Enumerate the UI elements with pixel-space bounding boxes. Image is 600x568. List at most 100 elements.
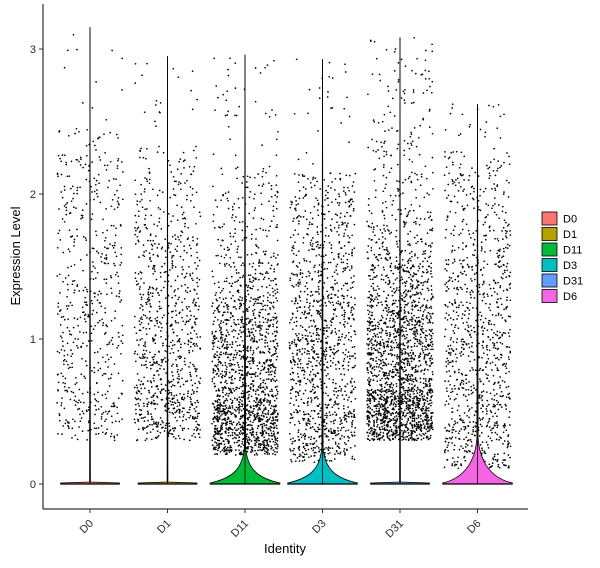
jitter-point bbox=[221, 413, 223, 416]
jitter-point bbox=[343, 343, 345, 346]
jitter-point bbox=[240, 409, 243, 412]
jitter-point bbox=[80, 345, 83, 348]
jitter-point bbox=[253, 413, 256, 416]
jitter-point bbox=[225, 346, 228, 348]
jitter-point bbox=[63, 385, 66, 388]
jitter-point bbox=[307, 112, 309, 115]
jitter-point bbox=[213, 376, 216, 378]
jitter-point bbox=[220, 244, 222, 247]
jitter-point bbox=[227, 434, 230, 437]
jitter-point bbox=[297, 158, 300, 161]
jitter-point bbox=[315, 245, 318, 248]
jitter-point bbox=[291, 316, 294, 319]
jitter-point bbox=[196, 251, 198, 254]
jitter-point bbox=[412, 89, 415, 91]
jitter-point bbox=[174, 279, 177, 282]
jitter-point bbox=[217, 309, 219, 311]
jitter-point bbox=[263, 408, 266, 410]
jitter-point bbox=[336, 403, 339, 406]
jitter-point bbox=[100, 425, 103, 427]
jitter-point bbox=[317, 397, 319, 400]
jitter-point bbox=[311, 426, 314, 428]
jitter-point bbox=[258, 326, 260, 329]
jitter-point bbox=[430, 341, 432, 344]
jitter-point bbox=[182, 258, 185, 261]
jitter-point bbox=[277, 130, 279, 133]
jitter-point bbox=[291, 340, 294, 343]
jitter-point bbox=[247, 371, 249, 373]
jitter-point bbox=[313, 391, 316, 394]
jitter-point bbox=[296, 349, 299, 352]
jitter-point bbox=[110, 287, 113, 290]
jitter-point bbox=[194, 323, 197, 326]
jitter-point bbox=[231, 379, 233, 381]
jitter-point bbox=[146, 227, 149, 230]
jitter-point bbox=[262, 404, 265, 407]
jitter-point bbox=[313, 397, 316, 400]
jitter-point bbox=[161, 427, 163, 429]
jitter-point bbox=[315, 395, 318, 398]
jitter-point bbox=[95, 81, 97, 83]
jitter-point bbox=[197, 297, 200, 300]
jitter-point bbox=[65, 360, 68, 363]
jitter-point bbox=[259, 373, 261, 375]
jitter-point bbox=[402, 423, 404, 426]
jitter-point bbox=[329, 297, 332, 300]
jitter-point bbox=[240, 256, 242, 259]
jitter-point bbox=[250, 424, 253, 427]
jitter-point bbox=[233, 441, 236, 444]
jitter-point bbox=[77, 324, 79, 327]
jitter-point bbox=[167, 247, 170, 249]
jitter-point bbox=[425, 406, 427, 408]
jitter-point bbox=[406, 324, 409, 326]
jitter-point bbox=[251, 353, 254, 356]
jitter-point bbox=[304, 334, 307, 337]
jitter-point bbox=[252, 434, 255, 436]
jitter-point bbox=[409, 230, 412, 233]
jitter-point bbox=[327, 366, 329, 369]
jitter-point bbox=[329, 172, 332, 175]
jitter-point bbox=[273, 371, 276, 373]
jitter-point bbox=[301, 460, 304, 462]
jitter-point bbox=[265, 426, 268, 429]
jitter-point bbox=[255, 433, 258, 436]
jitter-point bbox=[377, 358, 380, 361]
jitter-point bbox=[276, 226, 278, 229]
jitter-point bbox=[258, 329, 261, 332]
jitter-point bbox=[379, 393, 382, 396]
jitter-point bbox=[197, 308, 200, 311]
jitter-point bbox=[140, 303, 142, 306]
jitter-point bbox=[173, 343, 176, 346]
jitter-point bbox=[214, 369, 217, 372]
jitter-point bbox=[341, 306, 343, 308]
jitter-point bbox=[314, 375, 317, 378]
jitter-point bbox=[297, 366, 299, 369]
jitter-point bbox=[343, 186, 345, 189]
jitter-point bbox=[134, 315, 136, 318]
jitter-point bbox=[174, 437, 177, 440]
jitter-point bbox=[110, 405, 113, 408]
jitter-point bbox=[239, 423, 242, 426]
jitter-point bbox=[136, 339, 138, 341]
jitter-point bbox=[339, 453, 341, 455]
jitter-point bbox=[258, 302, 260, 305]
jitter-point bbox=[221, 345, 224, 348]
jitter-point bbox=[302, 411, 305, 413]
jitter-point bbox=[326, 341, 328, 344]
jitter-point bbox=[275, 409, 277, 412]
jitter-point bbox=[152, 272, 155, 275]
jitter-point bbox=[149, 431, 152, 433]
jitter-point bbox=[185, 321, 188, 324]
jitter-point bbox=[116, 434, 119, 436]
jitter-point bbox=[149, 316, 152, 319]
jitter-point bbox=[195, 333, 198, 335]
jitter-point bbox=[103, 262, 106, 264]
jitter-point bbox=[310, 435, 313, 438]
jitter-point bbox=[301, 417, 304, 420]
jitter-point bbox=[233, 219, 236, 222]
jitter-point bbox=[307, 178, 309, 180]
jitter-point bbox=[269, 371, 272, 373]
jitter-point bbox=[256, 302, 259, 305]
jitter-point bbox=[117, 344, 120, 347]
jitter-point bbox=[238, 379, 241, 382]
